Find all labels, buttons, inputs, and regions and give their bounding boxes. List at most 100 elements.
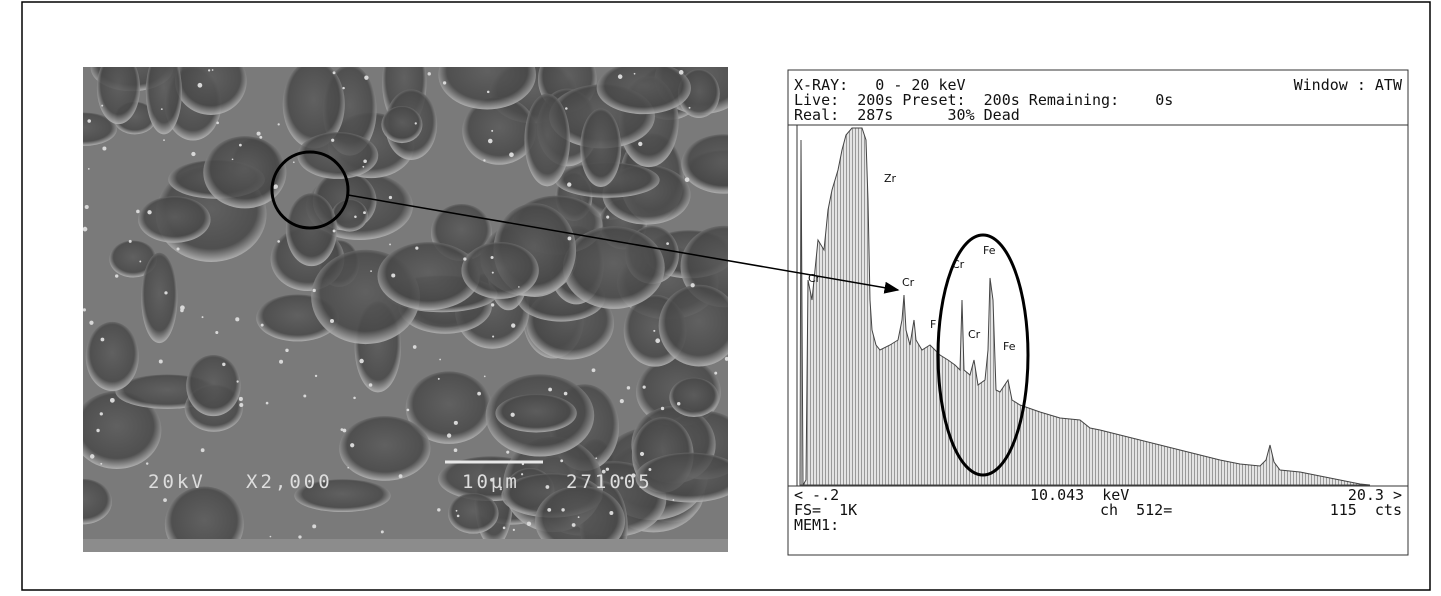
sem-particle xyxy=(200,448,205,453)
sem-particle xyxy=(370,270,372,272)
sem-cell xyxy=(562,226,665,309)
sem-particle xyxy=(639,451,645,457)
peak-label: Zr xyxy=(884,172,897,185)
sem-particle xyxy=(128,239,132,243)
sem-particle xyxy=(502,526,506,530)
sem-particle xyxy=(211,69,214,71)
footer-right: 20.3 > xyxy=(1348,486,1402,504)
sem-particle xyxy=(273,185,277,189)
figure-border xyxy=(21,1,1431,591)
sem-particle xyxy=(477,391,482,396)
sem-particle xyxy=(455,509,458,512)
sem-footer-bar xyxy=(83,539,728,552)
sem-particle xyxy=(567,182,572,187)
sem-particle xyxy=(446,433,452,438)
sem-particle xyxy=(414,122,417,125)
sem-cell xyxy=(175,67,247,115)
sem-cell xyxy=(580,108,622,188)
sem-particle xyxy=(330,319,335,324)
sem-particle xyxy=(163,139,165,141)
sem-particle xyxy=(96,428,100,433)
sem-particle xyxy=(136,209,140,214)
sem-cell xyxy=(438,67,536,110)
sem-particle xyxy=(260,323,264,327)
sem-particle xyxy=(453,420,458,425)
sem-particle xyxy=(398,474,403,479)
sem-particle xyxy=(666,242,670,245)
sem-particle xyxy=(312,288,316,293)
sem-magnification: X2,000 xyxy=(246,471,333,493)
sem-particle xyxy=(509,152,514,158)
sem-particle xyxy=(350,443,355,448)
sem-particle xyxy=(312,524,317,529)
sem-particle xyxy=(427,72,431,76)
sem-cell xyxy=(297,132,379,179)
sem-particle xyxy=(456,514,460,518)
sem-particle xyxy=(437,377,440,380)
sem-particle xyxy=(391,273,396,278)
sem-particle xyxy=(412,345,417,349)
sem-particle xyxy=(620,476,624,480)
sem-particle xyxy=(415,246,419,250)
sem-particle xyxy=(642,385,646,389)
sem-cell xyxy=(145,67,182,135)
sem-particle xyxy=(437,508,441,512)
sem-particle xyxy=(353,396,356,400)
sem-particle xyxy=(490,477,494,482)
sem-particle xyxy=(526,521,532,527)
sem-cell xyxy=(596,67,691,115)
sem-particle xyxy=(363,159,367,164)
sem-particle xyxy=(548,387,552,392)
sem-particle xyxy=(147,210,152,215)
sem-particle xyxy=(303,394,307,398)
sem-particle xyxy=(677,402,681,406)
sem-cell xyxy=(85,321,139,392)
sem-cell xyxy=(339,416,431,481)
sem-particle xyxy=(114,274,119,278)
sem-particle xyxy=(714,371,718,375)
sem-image: 20kV X2,000 10µm 271005 xyxy=(83,67,728,552)
sem-cell xyxy=(83,391,162,470)
sem-particle xyxy=(638,141,643,147)
sem-particle xyxy=(201,316,204,319)
sem-particle xyxy=(256,131,261,136)
peak-label: Fe xyxy=(983,244,996,257)
sem-particle xyxy=(279,359,284,364)
sem-particle xyxy=(197,82,203,88)
sem-particle xyxy=(332,71,336,75)
sem-particle xyxy=(499,488,502,491)
sem-particle xyxy=(483,159,486,162)
sem-cell xyxy=(141,252,178,344)
sem-particle xyxy=(442,81,447,85)
sem-particle xyxy=(439,358,442,361)
sem-cell xyxy=(461,242,539,299)
sem-cell xyxy=(138,196,211,243)
sem-particle xyxy=(690,283,695,288)
sem-particle xyxy=(87,167,90,170)
sem-particle xyxy=(207,69,211,72)
footer-center: 10.043 keV xyxy=(1030,486,1129,504)
sem-particle xyxy=(139,260,142,263)
sem-particle xyxy=(222,362,226,367)
sem-particle xyxy=(236,380,239,383)
sem-cell xyxy=(462,97,537,165)
sem-texture xyxy=(83,67,728,539)
sem-particle xyxy=(567,236,572,241)
sem-particle xyxy=(648,468,652,471)
sem-particle xyxy=(577,516,580,519)
sem-particle xyxy=(389,243,392,246)
highlight-ellipse xyxy=(936,233,1030,477)
footer-fs: FS= 1K xyxy=(794,501,857,519)
sem-particle xyxy=(185,485,188,488)
sem-particle xyxy=(512,528,515,531)
sem-particle xyxy=(84,205,89,210)
sem-particle xyxy=(100,462,103,465)
sem-particle xyxy=(672,499,675,501)
sem-particle xyxy=(561,508,565,512)
sem-cell xyxy=(681,134,728,194)
sem-particle xyxy=(347,466,350,469)
spectrum-trace xyxy=(799,127,1371,487)
sem-particle xyxy=(216,121,219,125)
sem-particle xyxy=(163,498,167,502)
